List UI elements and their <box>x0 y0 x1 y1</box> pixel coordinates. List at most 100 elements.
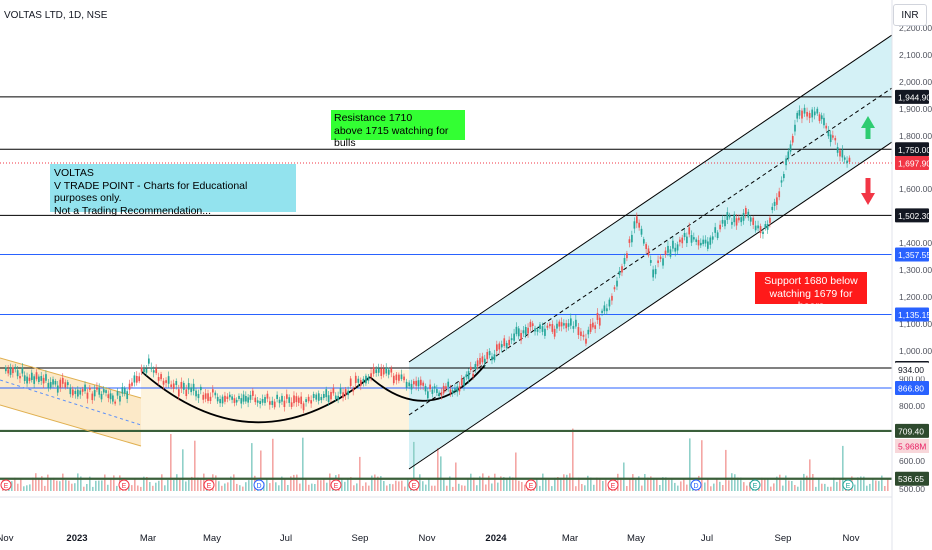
candle-body <box>813 111 816 116</box>
event-marker-icon: E <box>842 479 854 491</box>
candle-body <box>200 386 202 391</box>
candle-body <box>192 383 195 391</box>
chart-title: VOLTAS LTD, 1D, NSE <box>4 10 108 21</box>
cup-curve <box>141 371 371 424</box>
level-badge <box>895 142 929 157</box>
event-marker-ring <box>118 479 130 491</box>
x-tick-label: Jul <box>701 533 713 544</box>
volume-bar <box>74 483 76 491</box>
volume-bar <box>272 438 274 491</box>
candle-body <box>259 401 262 404</box>
candle-body <box>726 212 729 220</box>
candle-body <box>330 391 332 400</box>
candle-body <box>606 308 608 312</box>
candle-body <box>757 225 759 229</box>
support-note[interactable]: Support 1680 below watching 1679 for bea… <box>755 272 867 312</box>
x-tick-label: Sep <box>352 533 369 544</box>
candle-body <box>657 260 659 264</box>
candle-body <box>681 237 684 244</box>
candle-body <box>659 256 662 259</box>
candle-body <box>182 382 185 390</box>
level-badge-label: 1,944.90 <box>898 92 931 102</box>
candle-body <box>419 379 422 386</box>
candle-body <box>488 351 491 356</box>
candle-body <box>636 216 638 224</box>
candle-body <box>342 392 344 398</box>
volume-bar <box>107 484 109 491</box>
level-badge-label: 1,135.15 <box>898 310 931 320</box>
y-tick-label: 1,100.00 <box>899 319 932 329</box>
volume-bar <box>293 474 295 491</box>
volume-bar <box>131 485 133 491</box>
volume-bar <box>518 480 520 491</box>
volume-bar <box>173 480 175 491</box>
candle-body <box>442 385 445 394</box>
volume-bar <box>653 478 655 491</box>
candle-body <box>738 217 740 221</box>
volume-bar <box>179 478 181 491</box>
volume-bar <box>356 483 358 491</box>
volume-bar <box>17 483 19 491</box>
candle-body <box>539 324 541 330</box>
level-badge <box>895 89 929 104</box>
candle-body <box>801 110 803 119</box>
volume-bar <box>596 477 598 491</box>
volume-bar <box>638 476 640 491</box>
volume-bar <box>782 485 784 491</box>
volume-bar <box>44 485 46 491</box>
event-marker-letter: D <box>256 483 261 490</box>
volume-bars <box>2 428 889 491</box>
volume-bar <box>632 474 634 491</box>
candle-body <box>798 110 801 116</box>
pattern-lines <box>0 34 893 470</box>
volume-bar <box>311 483 313 491</box>
candle-body <box>674 247 677 252</box>
candle-body <box>133 375 136 383</box>
volume-bar <box>455 462 457 491</box>
candle-body <box>140 367 143 372</box>
volume-bar <box>875 480 877 491</box>
candle-body <box>592 322 594 328</box>
volume-bar <box>671 479 673 491</box>
disclaimer-note[interactable]: VOLTAS V TRADE POINT - Charts for Educat… <box>50 164 296 217</box>
x-tick-label: Mar <box>140 533 156 544</box>
candle-body <box>357 378 360 383</box>
candle-body <box>508 339 511 346</box>
candle-body <box>563 323 565 326</box>
candle-body <box>16 370 19 377</box>
volume-bar <box>68 480 70 491</box>
volume-bar <box>404 486 406 491</box>
volume-bar <box>485 484 487 491</box>
candle-body <box>107 394 110 399</box>
candle-body <box>481 356 484 363</box>
volume-bar <box>605 479 607 491</box>
volume-bar <box>542 473 544 491</box>
x-tick-label: Sep <box>775 533 792 544</box>
resistance-note[interactable]: Resistance 1710 above 1715 watching for … <box>331 110 465 149</box>
candle-body <box>209 396 212 402</box>
candle-body <box>440 392 443 396</box>
candle-body <box>228 394 231 398</box>
y-tick-label: 1,600.00 <box>899 184 932 194</box>
candle-body <box>116 391 119 396</box>
event-marker-ring <box>607 479 619 491</box>
candle-body <box>601 310 603 313</box>
candle-body <box>531 323 534 327</box>
candle-body <box>791 136 794 143</box>
candle-body <box>623 257 626 264</box>
candle-body <box>212 389 214 393</box>
volume-bar <box>428 478 430 491</box>
volume-bar <box>476 485 478 491</box>
price-candles <box>5 104 851 414</box>
volume-bar <box>383 481 385 491</box>
currency-button[interactable]: INR <box>893 4 927 26</box>
candle-body <box>86 392 89 399</box>
y-tick-label: 1,200.00 <box>899 292 932 302</box>
volume-bar <box>800 480 802 491</box>
volume-bar <box>866 485 868 491</box>
volume-bar <box>539 485 541 491</box>
candle-body <box>71 389 74 396</box>
candle-body <box>575 319 577 327</box>
candle-body <box>517 328 520 337</box>
